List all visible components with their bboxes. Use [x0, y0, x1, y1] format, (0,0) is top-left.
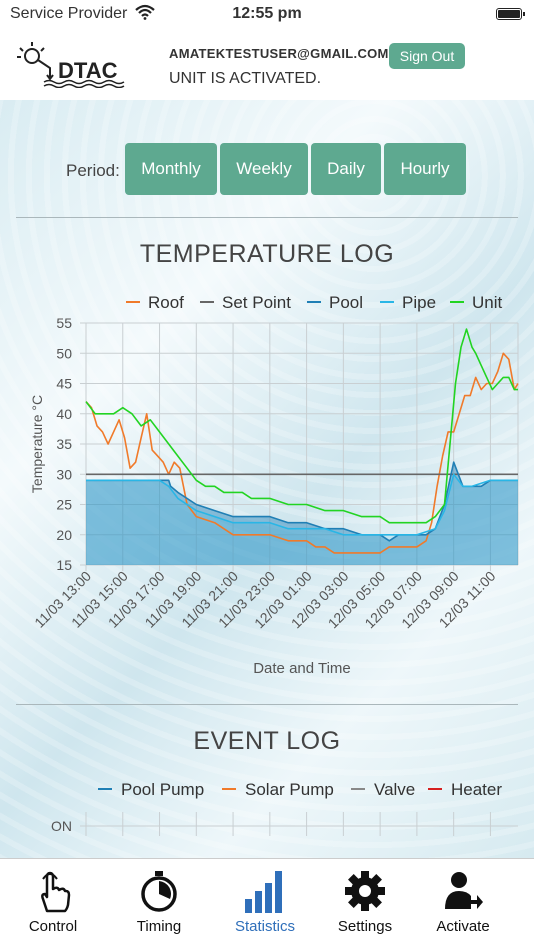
legend-label-roof: Roof	[148, 293, 184, 312]
series-line-unit	[85, 328, 518, 524]
tab-label: Timing	[136, 918, 182, 935]
tab-activate[interactable]: Activate	[410, 859, 516, 951]
y-tick-label: ON	[51, 818, 72, 834]
tab-label: Settings	[337, 918, 393, 935]
area-pool	[86, 462, 518, 565]
period-hourly-button[interactable]: Hourly	[384, 143, 466, 195]
tab-label: Control	[28, 918, 78, 935]
event-chart: Pool Pump Solar Pump Valve Heater ON	[51, 780, 518, 836]
legend-label-valve: Valve	[374, 780, 415, 799]
user-plus-icon	[445, 872, 483, 909]
area-pipe	[86, 474, 518, 565]
unit-status: UNIT IS ACTIVATED.	[169, 70, 322, 87]
temperature-chart: Roof Set Point Pool Pipe Unit 15 20 25 30 35 40 45 5…	[29, 293, 519, 677]
tab-timing[interactable]: Timing	[106, 859, 212, 951]
status-bar: Service Provider 12:55 pm	[0, 0, 534, 28]
legend-label-solar-pump: Solar Pump	[245, 780, 334, 799]
dtac-logo: DTAC	[17, 42, 125, 88]
event-log-title: EVENT LOG	[193, 727, 341, 755]
y-tick-label: 20	[56, 527, 72, 543]
user-email: AMATEKTESTUSER@GMAIL.COM	[169, 46, 389, 61]
tab-label: Statistics	[234, 918, 295, 935]
y-tick-label: 35	[56, 436, 72, 452]
app-header: DTAC AMATEKTESTUSER@GMAIL.COM UNIT IS AC…	[0, 28, 534, 100]
wifi-icon	[135, 4, 155, 20]
tab-label: Activate	[436, 918, 490, 935]
tab-settings[interactable]: Settings	[312, 859, 418, 951]
tab-control[interactable]: Control	[0, 859, 106, 951]
y-tick-label: 30	[56, 466, 72, 482]
legend-label-pool: Pool	[329, 293, 363, 312]
legend-label-pipe: Pipe	[402, 293, 436, 312]
clock: 12:55 pm	[232, 5, 302, 22]
water-background	[0, 100, 534, 860]
y-tick-label: 25	[56, 497, 72, 513]
legend-label-set-point: Set Point	[222, 293, 291, 312]
legend-label-heater: Heater	[451, 780, 502, 799]
bar-chart-icon	[245, 871, 282, 913]
period-daily-button[interactable]: Daily	[311, 143, 381, 195]
y-tick-label: 40	[56, 406, 72, 422]
y-tick-label: 45	[56, 376, 72, 392]
tab-bar: Control Timing Statistics	[0, 858, 534, 951]
stopwatch-icon	[141, 871, 177, 912]
battery-icon	[496, 8, 525, 20]
logo-text: DTAC	[58, 58, 118, 83]
legend-label-unit: Unit	[472, 293, 503, 312]
gear-icon	[345, 871, 385, 911]
period-weekly-button[interactable]: Weekly	[220, 143, 308, 195]
period-monthly-button[interactable]: Monthly	[125, 143, 217, 195]
divider	[16, 217, 518, 218]
period-label: Period:	[66, 161, 120, 180]
y-tick-label: 50	[56, 345, 72, 361]
hand-pointer-icon	[41, 871, 71, 913]
series-line-pool	[86, 461, 518, 542]
tab-statistics[interactable]: Statistics	[212, 859, 318, 951]
series-line-roof	[85, 352, 519, 554]
y-tick-label: 15	[56, 557, 72, 573]
y-axis-title: Temperature °C	[29, 395, 45, 493]
series-line-pipe	[86, 473, 518, 536]
divider	[16, 704, 518, 705]
sign-out-button[interactable]: Sign Out	[389, 43, 465, 69]
carrier-name: Service Provider	[10, 5, 128, 22]
x-axis-title: Date and Time	[253, 660, 351, 677]
temperature-log-title: TEMPERATURE LOG	[139, 240, 395, 268]
y-tick-label: 55	[56, 315, 72, 331]
legend-label-pool-pump: Pool Pump	[121, 780, 204, 799]
